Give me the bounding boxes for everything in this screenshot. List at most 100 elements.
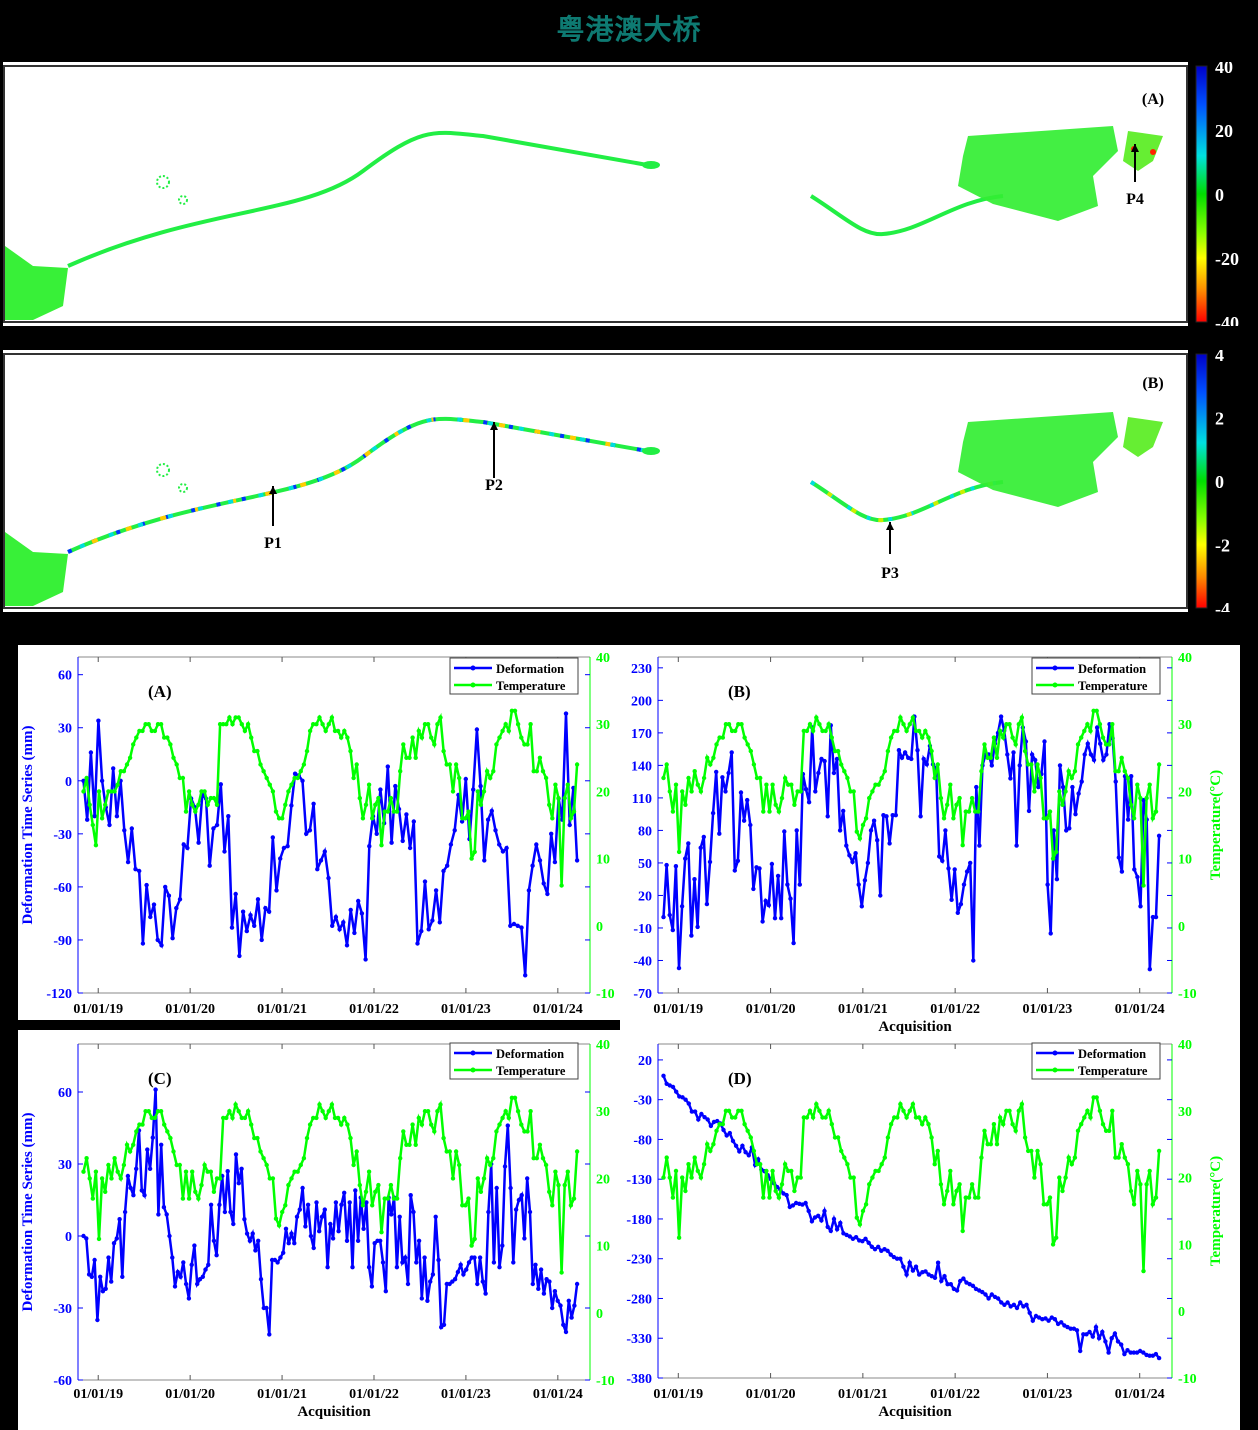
time-series-chart-b: 230 200 170 140 110 80 50 20 -10 -40 -70 40 30 20 10 0 -… [631, 651, 1224, 1035]
y2-tick-label: 0 [1178, 1305, 1185, 1320]
x-tick-label: 01/01/20 [165, 1002, 215, 1017]
point-marker-label: P1 [264, 535, 282, 552]
y-tick-label: -180 [626, 1213, 652, 1228]
time-series-chart-a: 60 30 0 -30 -60 -90 -120 40 30 20 10 0 -10 01/01/19 01… [20, 651, 615, 1017]
y2-tick-label: 20 [1178, 785, 1192, 800]
y-tick-label: -80 [633, 1133, 652, 1148]
y-tick-label: 80 [638, 824, 652, 839]
y-tick-label: 20 [638, 1054, 652, 1069]
legend-deformation: Deformation [1078, 1047, 1146, 1061]
y2-tick-label: -10 [1178, 987, 1197, 1002]
legend-temperature: Temperature [1078, 1064, 1148, 1078]
y-tick-label: -30 [633, 1094, 652, 1109]
y-tick-label: -10 [633, 922, 652, 937]
y-tick-label: -30 [53, 1302, 72, 1317]
y-tick-label: 30 [58, 1158, 72, 1173]
bridge-path [67, 130, 654, 268]
colorbar-tick-label: 0 [1215, 185, 1224, 205]
y2-tick-label: -10 [596, 1374, 615, 1389]
chart-panel-d: 20 -30 -80 -130 -180 -230 -280 -330 -380 40 30 20 10… [620, 1040, 1240, 1430]
chart-panel-label: (C) [148, 1069, 172, 1088]
y-tick-label: 200 [631, 694, 652, 709]
x-tick-label: 01/01/22 [930, 1002, 980, 1017]
x-tick-label: 01/01/21 [257, 1387, 307, 1402]
x-tick-label: 01/01/19 [73, 1002, 123, 1017]
x-tick-label: 01/01/23 [1023, 1002, 1073, 1017]
x-tick-label: 01/01/21 [257, 1002, 307, 1017]
x-tick-label: 01/01/24 [1115, 1387, 1165, 1402]
x-axis-label: Acquisition [297, 1404, 371, 1420]
point-marker-label: P3 [881, 565, 899, 582]
y2-axis-label: Temperature(°C) [1208, 1156, 1224, 1266]
deformation-map-b: 4 2 0 -2 -4 (B) P1 P2 P3 [3, 350, 1255, 612]
colorbar-tick-label: 2 [1215, 409, 1224, 429]
colorbar-tick-label: -4 [1215, 599, 1230, 612]
y-tick-label: -230 [626, 1253, 652, 1268]
x-tick-label: 01/01/24 [533, 1002, 583, 1017]
x-tick-label: 01/01/23 [1023, 1387, 1073, 1402]
chart-panel-label: (D) [728, 1069, 752, 1088]
chart-legend: Deformation Temperature [1031, 1042, 1161, 1080]
x-tick-label: 01/01/21 [838, 1387, 888, 1402]
x-tick-label: 01/01/19 [653, 1387, 703, 1402]
x-tick-label: 01/01/20 [746, 1387, 796, 1402]
x-tick-label: 01/01/23 [441, 1387, 491, 1402]
x-tick-label: 01/01/21 [838, 1002, 888, 1017]
y-tick-label: 170 [631, 727, 652, 742]
y2-tick-label: 30 [1178, 718, 1192, 733]
y-tick-label: 0 [65, 775, 72, 790]
y2-tick-label: 10 [596, 853, 610, 868]
panel-label: (A) [1142, 91, 1164, 108]
y-tick-label: -380 [626, 1372, 652, 1387]
legend-temperature: Temperature [496, 679, 566, 693]
chart-legend: Deformation Temperature [449, 657, 579, 695]
y-tick-label: 140 [631, 759, 652, 774]
y-tick-label: 30 [58, 722, 72, 737]
colorbar-tick-label: -40 [1215, 313, 1239, 326]
x-axis-label: Acquisition [878, 1404, 952, 1420]
x-tick-label: 01/01/22 [349, 1002, 399, 1017]
x-tick-label: 01/01/24 [1115, 1002, 1165, 1017]
x-tick-label: 01/01/20 [165, 1387, 215, 1402]
point-marker-label: P4 [1126, 191, 1144, 208]
chart-legend: Deformation Temperature [449, 1042, 579, 1080]
y2-tick-label: 20 [1178, 1172, 1192, 1187]
page-title: 粤港澳大桥 [556, 13, 702, 46]
colorbar-tick-label: 4 [1215, 350, 1224, 365]
y-tick-label: 0 [65, 1230, 72, 1245]
y-axis-label: Deformation Time Series (mm) [20, 1113, 36, 1312]
y-tick-label: -90 [53, 934, 72, 949]
y2-tick-label: 0 [1178, 920, 1185, 935]
y2-tick-label: 30 [596, 1105, 610, 1120]
deformation-map-a: 40 20 0 -20 -40 (A) P4 [3, 62, 1255, 326]
x-tick-label: 01/01/24 [533, 1387, 583, 1402]
island-area [958, 412, 1118, 507]
y2-axis-label: Temperature(°C) [1208, 770, 1224, 880]
chart-panel-c: 60 30 0 -30 -60 40 30 20 10 0 -10 01/01/19 01/01/20 0… [18, 1030, 620, 1430]
x-tick-label: 01/01/19 [73, 1387, 123, 1402]
y2-tick-label: 40 [596, 1038, 610, 1053]
y2-tick-label: 30 [596, 718, 610, 733]
legend-temperature: Temperature [1078, 679, 1148, 693]
series-line-temperature [662, 1096, 1161, 1272]
chart-panel-label: (A) [148, 682, 172, 701]
panel-label: (B) [1142, 375, 1163, 392]
time-series-chart-d: 20 -30 -80 -130 -180 -230 -280 -330 -380 40 30 20 10… [626, 1040, 1224, 1420]
y-axis-label: Deformation Time Series (mm) [20, 726, 36, 925]
x-tick-label: 01/01/23 [441, 1002, 491, 1017]
chart-panel-label: (B) [728, 682, 751, 701]
y2-tick-label: 40 [596, 651, 610, 666]
colorbar-tick-label: 0 [1215, 472, 1224, 492]
y2-tick-label: 10 [1178, 853, 1192, 868]
y2-tick-label: 10 [1178, 1238, 1192, 1253]
x-tick-label: 01/01/22 [349, 1387, 399, 1402]
legend-deformation: Deformation [496, 1047, 564, 1061]
y2-tick-label: 10 [596, 1240, 610, 1255]
y-tick-label: 110 [632, 792, 652, 807]
series-line-deformation [82, 1089, 579, 1335]
y-tick-label: -330 [626, 1332, 652, 1347]
y-tick-label: 50 [638, 857, 652, 872]
y-tick-label: 20 [638, 889, 652, 904]
map-panel-b: 4 2 0 -2 -4 (B) P1 P2 P3 [3, 350, 1255, 612]
y-tick-label: -60 [53, 881, 72, 896]
